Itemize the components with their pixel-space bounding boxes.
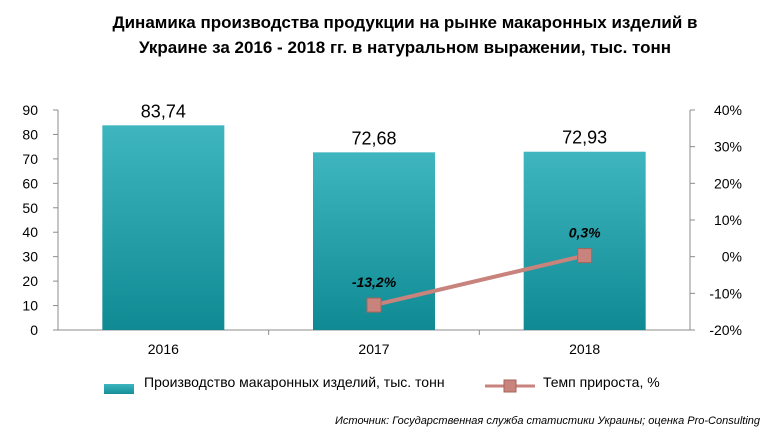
legend-bar-label: Производство макаронных изделий, тыс. то… [144, 374, 445, 390]
chart-title-line-2: Украине за 2016 - 2018 гг. в натуральном… [138, 38, 672, 57]
y-right-tick-label: 10% [714, 212, 742, 228]
growth-marker [366, 297, 382, 313]
bar [102, 125, 225, 331]
y-left-tick-label: 70 [22, 151, 38, 167]
y-left-tick-label: 60 [22, 175, 38, 191]
source-note: Источник: Государственная служба статист… [335, 415, 760, 427]
growth-line [373, 253, 586, 308]
chart-title-line-1: Динамика производства продукции на рынке… [112, 13, 698, 32]
y-right-tick-label: 20% [714, 175, 742, 191]
y-right-tick-label: -20% [709, 322, 742, 338]
y-right-tick-label: -10% [709, 285, 742, 301]
growth-data-label: 0,3% [569, 225, 601, 241]
bar [523, 151, 646, 330]
y-left-tick-label: 80 [22, 126, 38, 142]
y-left-tick-label: 90 [22, 102, 38, 118]
bar-data-label: 72,93 [562, 128, 607, 148]
y-left-tick-label: 20 [22, 273, 38, 289]
combo-chart: 0 10 20 30 40 50 60 70 80 90 -20% -10% 0% 10% 20% 30% 40… [22, 101, 742, 357]
legend: Производство макаронных изделий, тыс. то… [100, 373, 760, 413]
x-tick-label: 2018 [569, 341, 600, 357]
growth-data-label: -13,2% [352, 274, 397, 290]
x-tick-label: 2017 [358, 341, 389, 357]
y-right-tick-label: 40% [714, 102, 742, 118]
bar-data-label: 72,68 [351, 128, 396, 148]
chart-title: Динамика производства продукции на рынке… [60, 10, 750, 60]
growth-marker [577, 248, 593, 264]
legend-line-swatch [485, 379, 535, 393]
y-left-tick-label: 50 [22, 200, 38, 216]
y-left-tick-label: 40 [22, 224, 38, 240]
y-right-tick-label: 30% [714, 139, 742, 155]
legend-bar-swatch [104, 384, 134, 394]
y-right-tick-label: 0% [722, 249, 742, 265]
y-left-tick-label: 0 [30, 322, 38, 338]
y-left-tick-label: 10 [22, 298, 38, 314]
bar-data-label: 83,74 [141, 101, 186, 121]
legend-line-label: Темп прироста, % [543, 374, 660, 390]
y-left-tick-label: 30 [22, 249, 38, 265]
x-tick-label: 2016 [148, 341, 179, 357]
